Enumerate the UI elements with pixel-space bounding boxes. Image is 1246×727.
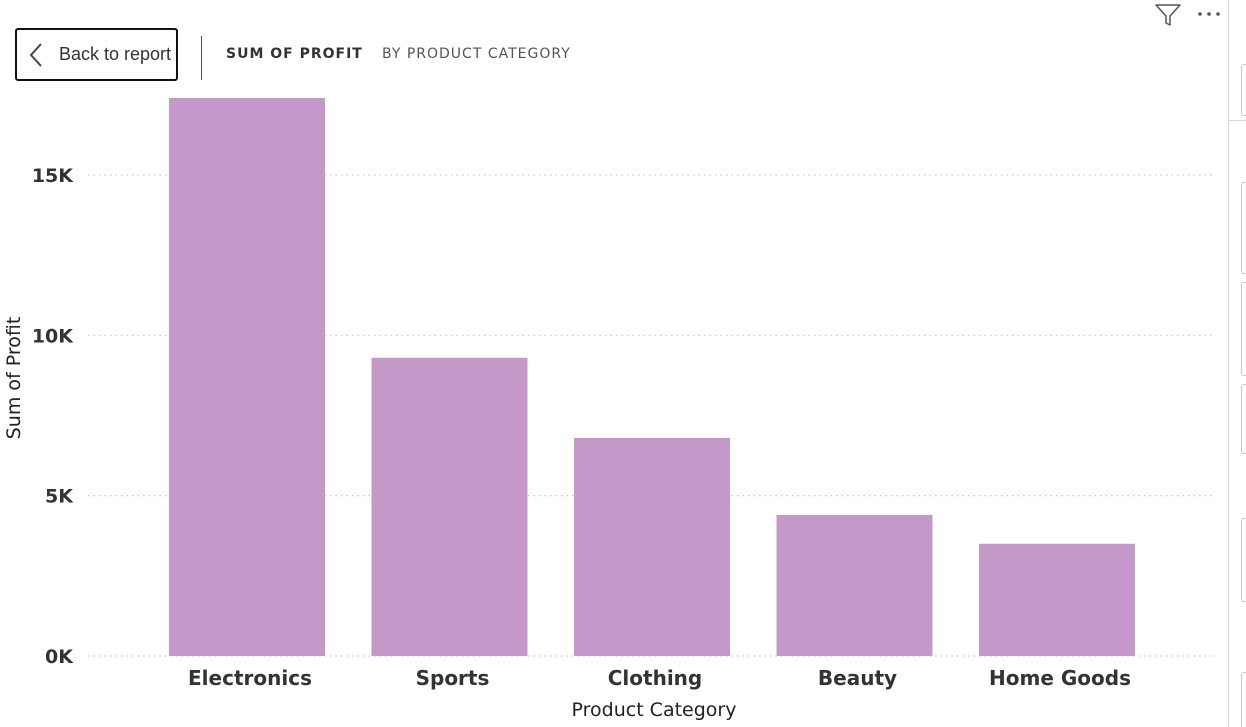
x-axis-title: Product Category	[572, 699, 737, 721]
back-to-report-label: Back to report	[59, 44, 172, 64]
back-to-report-button[interactable]: Back to report	[15, 28, 178, 81]
y-tick-label: 0K	[45, 646, 74, 668]
pane-field-box[interactable]	[1241, 384, 1246, 454]
pane-field-box[interactable]	[1241, 518, 1246, 602]
filter-icon[interactable]	[1154, 3, 1182, 27]
bars	[169, 98, 1135, 656]
pane-field-box[interactable]	[1241, 182, 1246, 274]
x-tick-label: Electronics	[188, 666, 312, 690]
x-tick-label: Home Goods	[989, 666, 1131, 690]
x-axis-ticks: Electronics Sports Clothing Beauty Home Good…	[188, 666, 1131, 690]
y-tick-label: 15K	[32, 165, 74, 187]
y-tick-label: 10K	[32, 325, 74, 347]
side-pane-edge	[1228, 0, 1246, 727]
visual-title-secondary: BY PRODUCT CATEGORY	[382, 46, 571, 62]
visual-title-primary: SUM OF PROFIT	[226, 46, 363, 62]
bar-sports[interactable]	[371, 357, 528, 656]
y-axis-title: Sum of Profit	[3, 317, 25, 440]
pane-field-box[interactable]	[1241, 672, 1246, 727]
chevron-left-icon	[21, 40, 51, 70]
toolbar-divider	[201, 36, 202, 80]
x-tick-label: Sports	[416, 666, 490, 690]
y-tick-label: 5K	[45, 486, 74, 508]
y-axis-ticks: 0K 5K 10K 15K	[32, 165, 74, 668]
pane-field-box[interactable]	[1241, 64, 1246, 116]
x-tick-label: Clothing	[608, 666, 702, 690]
pane-field-box[interactable]	[1241, 282, 1246, 376]
more-options-icon[interactable]	[1195, 4, 1223, 24]
bar-home-goods[interactable]	[979, 543, 1135, 656]
bar-beauty[interactable]	[776, 514, 933, 656]
pane-separator	[1229, 120, 1246, 121]
bar-electronics[interactable]	[169, 98, 325, 656]
bar-clothing[interactable]	[574, 437, 730, 656]
x-tick-label: Beauty	[818, 666, 897, 690]
